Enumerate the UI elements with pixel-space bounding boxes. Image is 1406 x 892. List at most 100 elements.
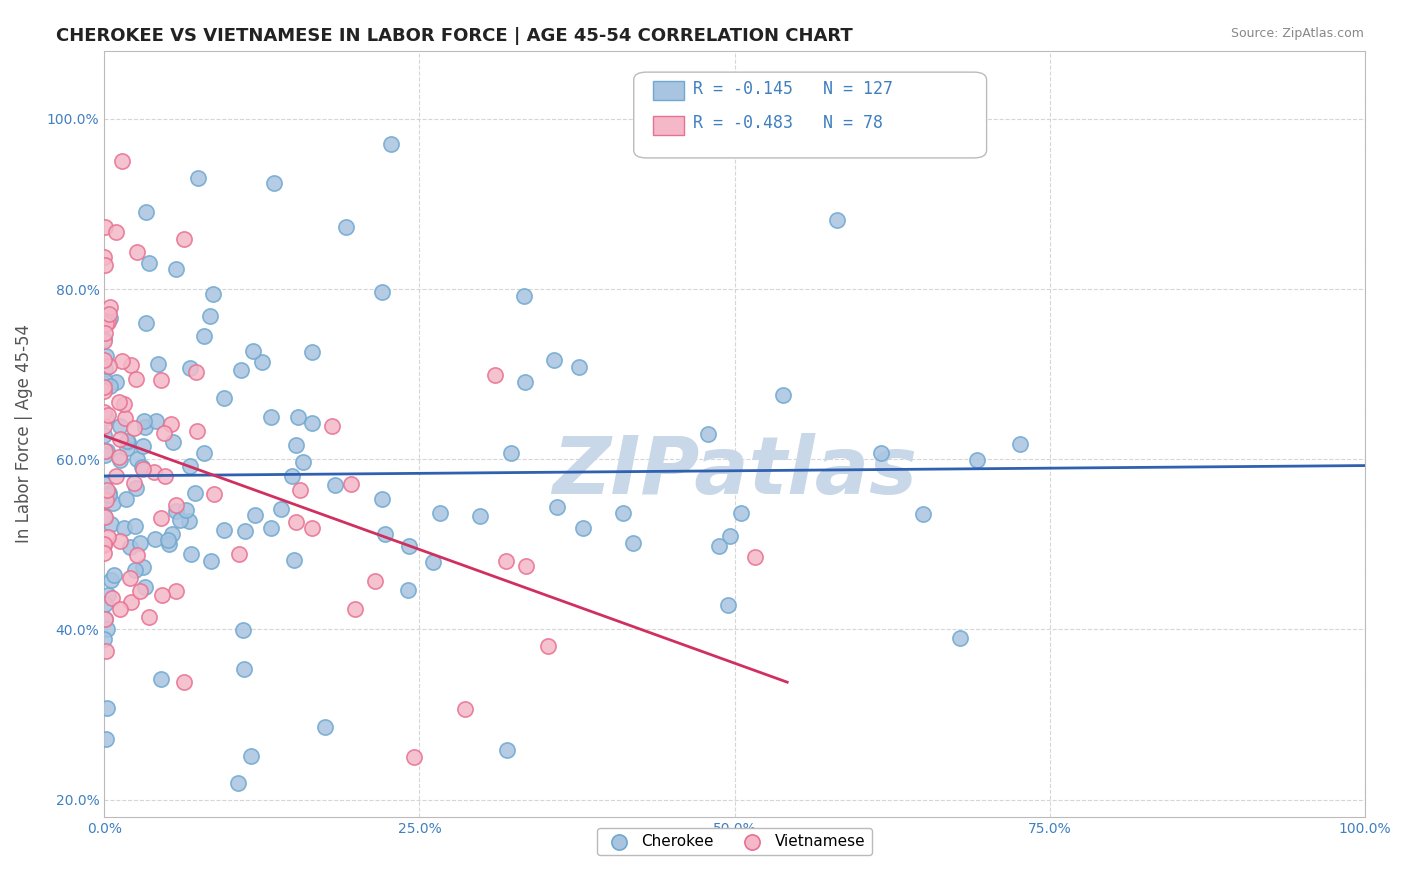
Point (149, 511, 172, 525)
Bar (652, 81, 685, 101)
Point (135, 205, 157, 219)
Point (93, 250, 115, 264)
Point (165, 584, 187, 599)
Point (193, 445, 215, 459)
Point (108, 419, 131, 434)
Point (159, 537, 181, 551)
Point (202, 286, 225, 301)
Point (134, 414, 156, 428)
Point (97, 488, 120, 502)
Point (105, 225, 128, 239)
Point (186, 365, 208, 379)
Point (93, 477, 115, 491)
Point (243, 508, 266, 523)
Point (149, 673, 172, 687)
Point (98, 311, 121, 326)
Point (398, 540, 420, 554)
Point (124, 563, 146, 577)
Point (270, 502, 292, 516)
Point (125, 245, 148, 260)
Point (93, 332, 115, 346)
Point (260, 521, 283, 535)
Point (212, 392, 235, 406)
Point (612, 506, 634, 520)
Point (132, 462, 155, 476)
Point (515, 558, 537, 573)
Point (111, 154, 134, 169)
Point (94, 318, 117, 332)
Point (145, 414, 167, 428)
Point (94, 220, 117, 235)
Point (134, 420, 156, 434)
Point (97, 485, 120, 500)
Point (198, 309, 221, 323)
Point (165, 498, 187, 512)
Point (287, 410, 309, 425)
Point (115, 441, 138, 455)
Point (98, 301, 121, 315)
Point (621, 535, 644, 549)
Legend: Cherokee, Vietnamese: Cherokee, Vietnamese (598, 828, 872, 855)
Point (118, 571, 141, 585)
Point (160, 526, 183, 541)
Point (108, 450, 131, 464)
Point (179, 459, 201, 474)
Point (100, 573, 122, 587)
Y-axis label: In Labor Force | Age 45-54: In Labor Force | Age 45-54 (15, 324, 32, 543)
Point (131, 460, 153, 475)
Point (301, 417, 323, 431)
Point (93, 597, 115, 611)
Point (93, 352, 115, 367)
Point (146, 357, 169, 371)
Point (422, 555, 444, 569)
Point (96, 623, 118, 637)
Point (132, 560, 155, 574)
Point (179, 514, 201, 528)
X-axis label: Cherokee: Cherokee (696, 841, 773, 859)
Point (112, 397, 135, 411)
Point (717, 598, 740, 612)
Point (697, 427, 720, 442)
Point (228, 547, 250, 561)
Point (323, 478, 346, 492)
Point (128, 584, 150, 599)
Point (96, 493, 118, 508)
Point (93, 546, 115, 560)
Point (94, 510, 117, 524)
Point (825, 213, 848, 227)
Point (115, 492, 138, 507)
Point (226, 775, 249, 789)
Point (162, 434, 184, 449)
Point (231, 362, 253, 376)
Point (371, 492, 394, 507)
Point (572, 521, 595, 535)
Point (143, 532, 166, 546)
Point (93, 632, 115, 647)
Point (96, 701, 118, 715)
Point (118, 540, 141, 554)
Point (135, 316, 157, 330)
Point (97, 530, 120, 544)
Point (138, 255, 160, 269)
Point (110, 353, 132, 368)
Point (380, 137, 402, 152)
Point (301, 521, 323, 535)
Point (709, 539, 731, 553)
Point (301, 344, 323, 359)
Point (537, 639, 560, 653)
Point (454, 702, 477, 716)
Point (949, 631, 972, 645)
Point (97, 359, 120, 374)
Point (153, 426, 176, 441)
Text: R = -0.145   N = 127: R = -0.145 N = 127 (693, 80, 893, 98)
Point (94, 611, 117, 625)
Point (283, 553, 305, 567)
Text: R = -0.483   N = 78: R = -0.483 N = 78 (693, 114, 883, 132)
Point (97, 588, 120, 602)
Point (513, 375, 536, 389)
Point (125, 549, 148, 563)
Point (112, 521, 135, 535)
Point (101, 496, 124, 510)
Point (98, 379, 121, 393)
Point (104, 469, 127, 483)
